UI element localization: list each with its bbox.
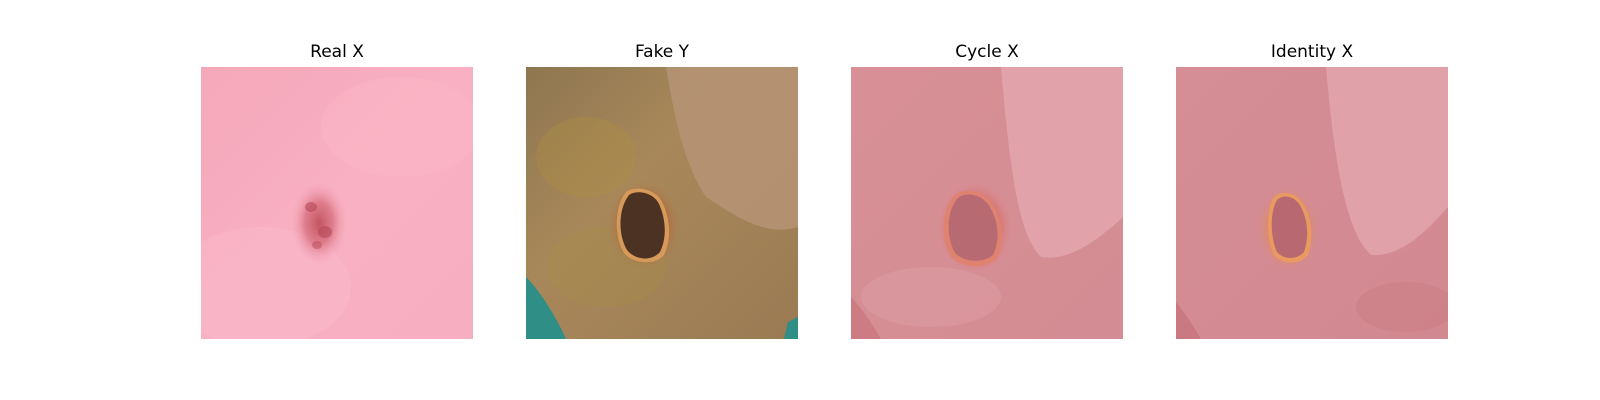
panel-cycle-x: Cycle X: [851, 0, 1123, 400]
panel-fake-y: Fake Y: [526, 0, 798, 400]
panel-title-identity-x: Identity X: [1270, 42, 1354, 62]
panel-identity-x: Identity X: [1176, 0, 1448, 400]
panel-real-x: Real X: [201, 0, 473, 400]
real-x-image: [201, 67, 473, 339]
panel-title-cycle-x: Cycle X: [955, 42, 1019, 62]
cycle-x-image: [851, 67, 1123, 339]
panel-title-fake-y: Fake Y: [634, 42, 690, 62]
identity-x-image: [1176, 67, 1448, 339]
fake-y-image: [526, 67, 798, 339]
panel-title-real-x: Real X: [310, 42, 364, 62]
